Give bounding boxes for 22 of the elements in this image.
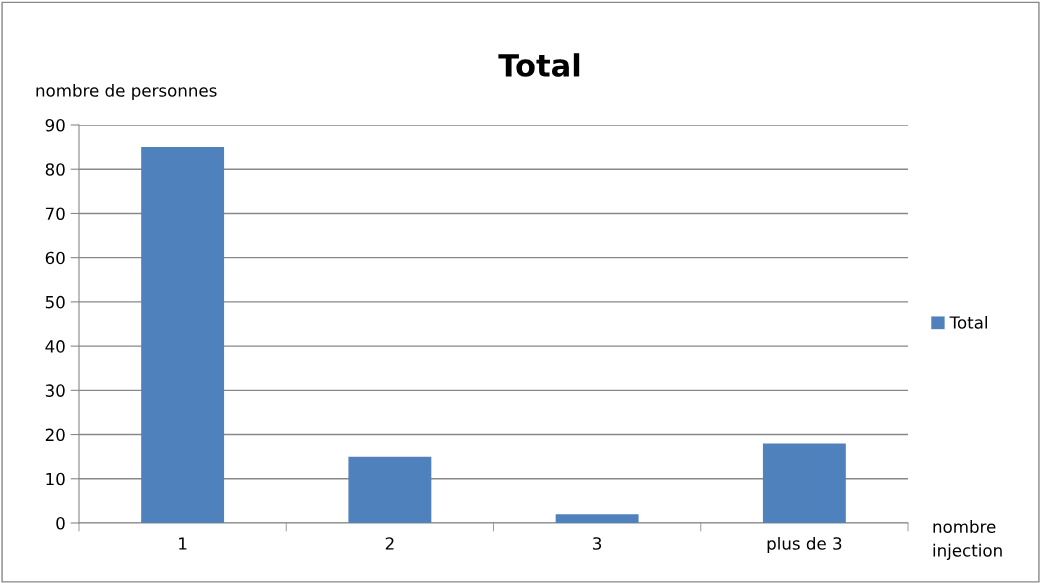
x-tick-label: 3 xyxy=(593,537,602,550)
bar xyxy=(555,514,639,523)
x-tick-label: plus de 3 xyxy=(767,536,842,554)
y-tick-label: 90 xyxy=(45,118,65,132)
y-tick-label: 60 xyxy=(45,251,65,265)
y-tick-label: 80 xyxy=(45,163,65,176)
bar xyxy=(762,443,846,523)
y-tick-label: 40 xyxy=(45,340,65,353)
y-axis-title: nombre de personnes xyxy=(36,83,217,101)
x-tick-label: 1 xyxy=(179,537,187,550)
y-tick-label: 70 xyxy=(45,207,65,221)
y-tick-label: 30 xyxy=(45,384,65,397)
bar xyxy=(348,456,432,523)
y-tick-label: 20 xyxy=(45,428,65,442)
y-tick-label: 10 xyxy=(46,472,65,486)
legend-label: Total xyxy=(949,315,987,329)
y-tick-label: 0 xyxy=(56,516,65,530)
y-tick-label: 50 xyxy=(45,295,65,309)
x-tick-label: 2 xyxy=(385,537,394,550)
x-axis-title: nombre injection xyxy=(933,520,1002,560)
chart-title: Total xyxy=(498,53,580,77)
bar xyxy=(141,147,225,523)
